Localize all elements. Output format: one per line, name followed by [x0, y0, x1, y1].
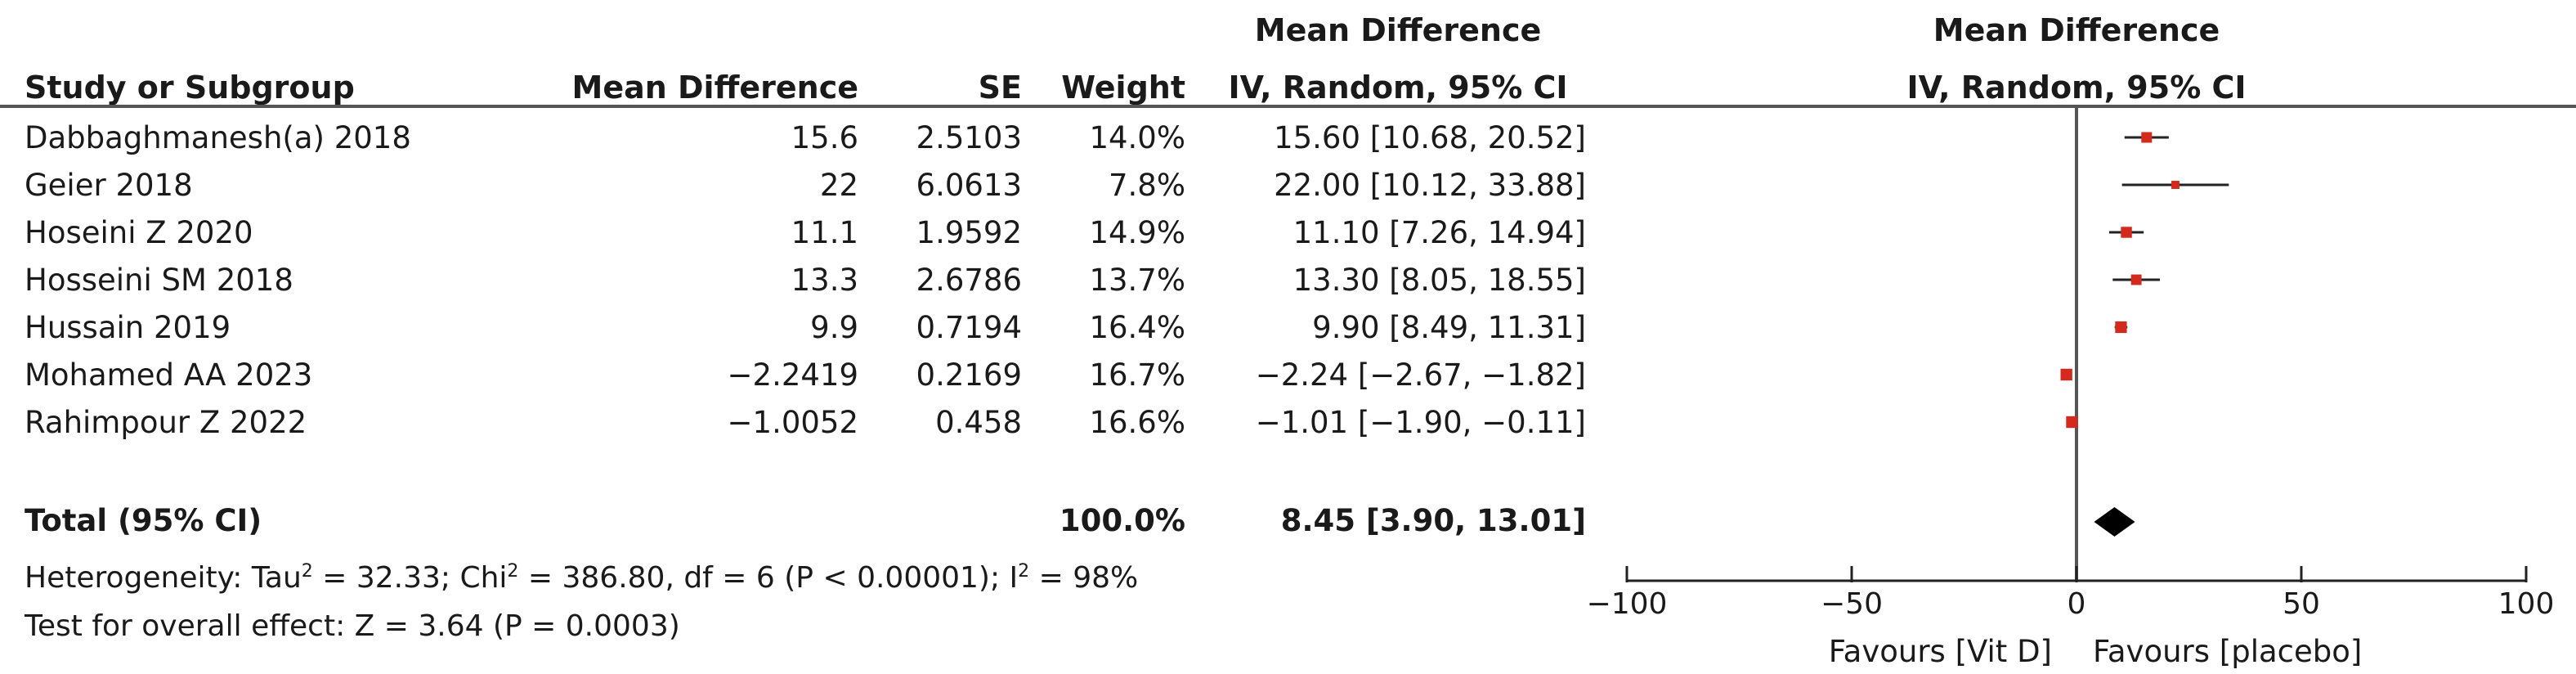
heterogeneity-chi2: = 386.80, df = 6 (P < 0.00001); I	[527, 561, 1019, 595]
header-weight: Weight	[1061, 70, 1185, 106]
study-weight: 13.7%	[1089, 263, 1185, 298]
x-tick-label: 50	[2283, 587, 2320, 621]
study-md: −1.0052	[727, 405, 858, 440]
study-marker	[2066, 416, 2078, 429]
study-md: 9.9	[810, 310, 858, 345]
favours-right: Favours [placebo]	[2093, 634, 2363, 669]
study-ci: 9.90 [8.49, 11.31]	[1312, 310, 1586, 345]
study-se: 0.2169	[916, 357, 1022, 393]
study-name: Hosseini SM 2018	[25, 263, 293, 298]
study-se: 2.6786	[916, 263, 1022, 298]
study-weight: 16.7%	[1089, 357, 1185, 393]
superscript: 2	[507, 561, 519, 582]
study-name: Geier 2018	[25, 168, 193, 203]
superscript: 2	[301, 561, 313, 582]
study-ci: 22.00 [10.12, 33.88]	[1274, 168, 1586, 203]
study-marker	[2171, 181, 2180, 189]
study-md: 22	[819, 168, 858, 203]
study-se: 0.7194	[916, 310, 1022, 345]
study-name: Dabbaghmanesh(a) 2018	[25, 120, 411, 155]
study-weight: 16.4%	[1089, 310, 1185, 345]
total-label: Total (95% CI)	[25, 503, 262, 538]
study-marker	[2130, 274, 2142, 285]
study-marker	[2121, 227, 2132, 238]
heterogeneity-i2: = 98%	[1038, 561, 1139, 595]
favours-left: Favours [Vit D]	[1828, 634, 2052, 669]
header-plot-title: Mean Difference	[1933, 12, 2220, 48]
heterogeneity-prefix: Heterogeneity: Tau	[25, 561, 302, 595]
header-divider	[0, 105, 2576, 108]
study-weight: 7.8%	[1109, 168, 1185, 203]
x-tick-label: −100	[1587, 587, 1668, 621]
study-md: 15.6	[791, 120, 858, 155]
header-mean-difference: Mean Difference	[571, 70, 859, 106]
x-tick-label: 100	[2498, 587, 2555, 621]
study-name: Rahimpour Z 2022	[25, 405, 307, 440]
study-name: Hoseini Z 2020	[25, 215, 253, 250]
header-se: SE	[978, 70, 1022, 106]
study-marker	[2115, 321, 2127, 334]
study-marker	[2060, 368, 2072, 381]
overall-effect-text: Test for overall effect: Z = 3.64 (P = 0…	[25, 609, 680, 643]
study-name: Mohamed AA 2023	[25, 357, 313, 393]
total-ci: 8.45 [3.90, 13.01]	[1280, 503, 1586, 538]
heterogeneity-tau2: = 32.33; Chi	[322, 561, 508, 595]
study-weight: 14.0%	[1089, 120, 1185, 155]
header-ci-method: IV, Random, 95% CI	[1228, 70, 1568, 106]
study-ci: −1.01 [−1.90, −0.11]	[1255, 405, 1586, 440]
study-se: 1.9592	[916, 215, 1022, 250]
study-weight: 16.6%	[1089, 405, 1185, 440]
study-se: 6.0613	[916, 168, 1022, 203]
header-plot-method: IV, Random, 95% CI	[1906, 70, 2247, 106]
study-se: 2.5103	[916, 120, 1022, 155]
study-ci: 15.60 [10.68, 20.52]	[1274, 120, 1586, 155]
header-study: Study or Subgroup	[25, 70, 355, 106]
study-ci: −2.24 [−2.67, −1.82]	[1255, 357, 1586, 393]
pooled-diamond	[2094, 507, 2135, 537]
study-marker	[2141, 132, 2153, 143]
heterogeneity-text: Heterogeneity: Tau2 = 32.33; Chi2 = 386.…	[25, 563, 1138, 593]
study-md: 13.3	[791, 263, 858, 298]
total-weight: 100.0%	[1059, 503, 1185, 538]
study-md: 11.1	[791, 215, 858, 250]
study-name: Hussain 2019	[25, 310, 231, 345]
study-se: 0.458	[935, 405, 1022, 440]
header-ci-title: Mean Difference	[1254, 12, 1542, 48]
study-ci: 13.30 [8.05, 18.55]	[1292, 263, 1586, 298]
study-weight: 14.9%	[1089, 215, 1185, 250]
study-md: −2.2419	[727, 357, 858, 393]
study-ci: 11.10 [7.26, 14.94]	[1292, 215, 1586, 250]
x-tick-label: −50	[1821, 587, 1883, 621]
superscript: 2	[1018, 561, 1030, 582]
x-tick-label: 0	[2068, 587, 2086, 621]
